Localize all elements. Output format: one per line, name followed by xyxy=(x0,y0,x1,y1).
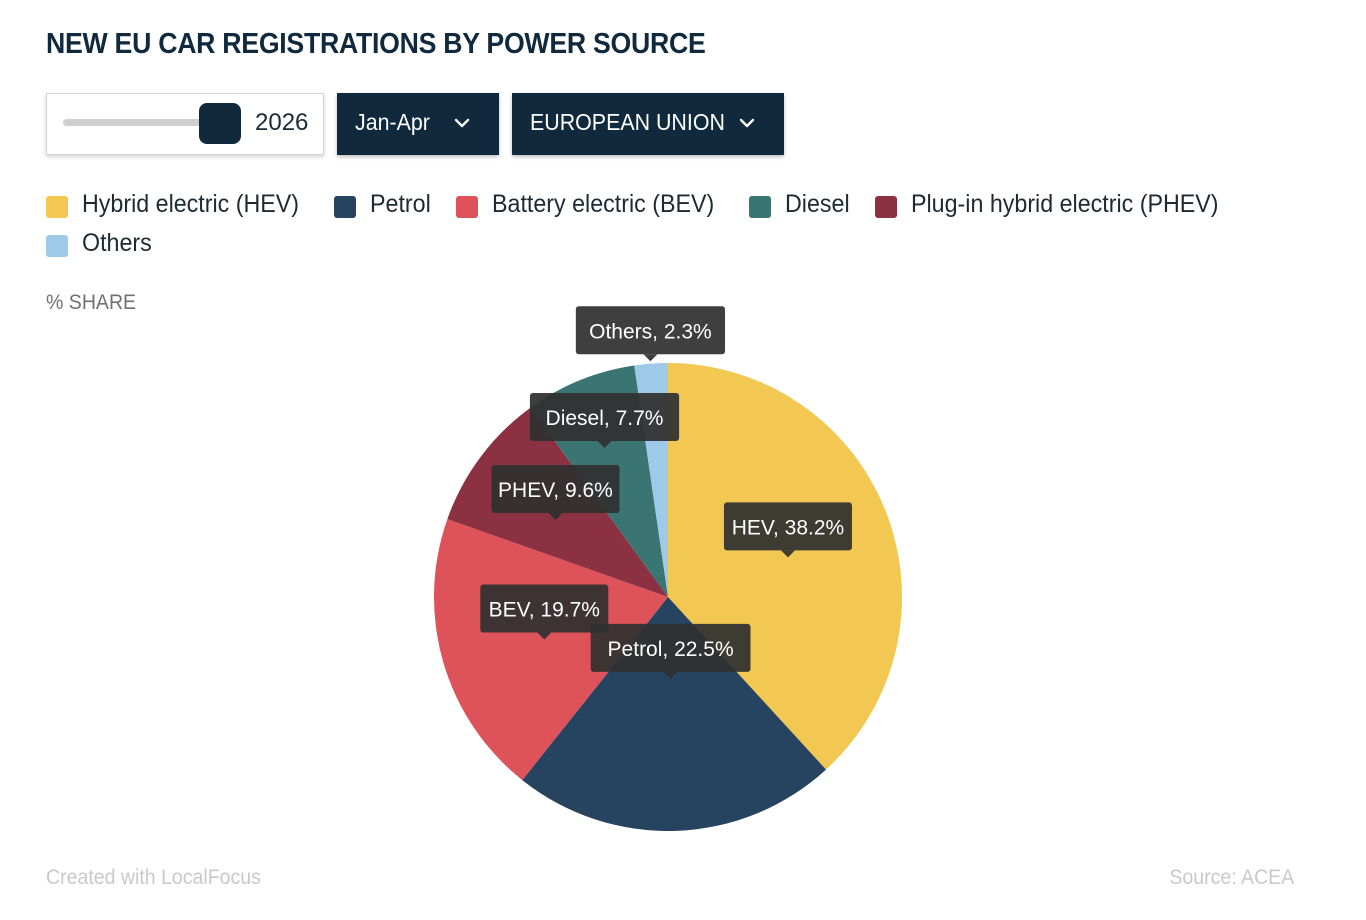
legend-swatch xyxy=(456,196,478,218)
legend-swatch xyxy=(334,196,356,218)
pie-slice-hev[interactable] xyxy=(668,363,903,770)
chevron-down-icon xyxy=(454,118,470,128)
legend-label: Petrol xyxy=(370,190,431,218)
legend-label: Battery electric (BEV) xyxy=(492,190,715,218)
legend-swatch xyxy=(46,235,68,257)
chevron-down-icon xyxy=(739,118,755,128)
legend-label: Hybrid electric (HEV) xyxy=(82,190,300,218)
period-dropdown-label: Jan-Apr xyxy=(355,109,430,135)
legend-label: Diesel xyxy=(785,190,850,218)
slice-tooltip-others: Others, 2.3% xyxy=(575,306,726,362)
year-slider-value: 2026 xyxy=(255,109,309,136)
legend-label: Plug-in hybrid electric (PHEV) xyxy=(911,190,1219,218)
region-dropdown-label: EUROPEAN UNION xyxy=(530,109,725,135)
legend-label: Others xyxy=(82,229,152,257)
slice-data-label: Diesel, 7.7% xyxy=(546,407,664,430)
slice-tooltip-diesel: Diesel, 7.7% xyxy=(529,392,680,448)
slice-data-label: HEV, 38.2% xyxy=(732,516,844,539)
period-dropdown[interactable]: Jan-Apr xyxy=(337,93,499,155)
slice-tooltip-hev: HEV, 38.2% xyxy=(723,502,852,558)
pie-slice-bev[interactable] xyxy=(433,519,668,781)
slice-tooltip-bev: BEV, 19.7% xyxy=(480,584,609,640)
legend-swatch xyxy=(46,196,68,218)
region-dropdown[interactable]: EUROPEAN UNION xyxy=(512,93,784,155)
chart-title: NEW EU CAR REGISTRATIONS BY POWER SOURCE xyxy=(46,28,706,60)
slice-data-label: BEV, 19.7% xyxy=(489,599,600,622)
slice-tooltip-phev: PHEV, 9.6% xyxy=(491,465,620,521)
pie-slice-petrol[interactable] xyxy=(522,597,827,832)
legend-swatch xyxy=(875,196,897,218)
legend-swatch xyxy=(749,196,771,218)
source-label: Source: ACEA xyxy=(1169,866,1294,889)
credit-link[interactable]: Created with LocalFocus xyxy=(46,866,261,889)
slice-data-label: Petrol, 22.5% xyxy=(608,638,734,661)
slice-data-label: Others, 2.3% xyxy=(589,320,712,343)
year-slider[interactable]: 2026 xyxy=(46,93,324,155)
unit-label: % SHARE xyxy=(46,291,137,314)
year-slider-handle[interactable] xyxy=(199,103,241,144)
slice-tooltip-petrol: Petrol, 22.5% xyxy=(590,623,751,679)
slice-data-label: PHEV, 9.6% xyxy=(498,479,613,502)
year-slider-track[interactable] xyxy=(63,119,223,126)
